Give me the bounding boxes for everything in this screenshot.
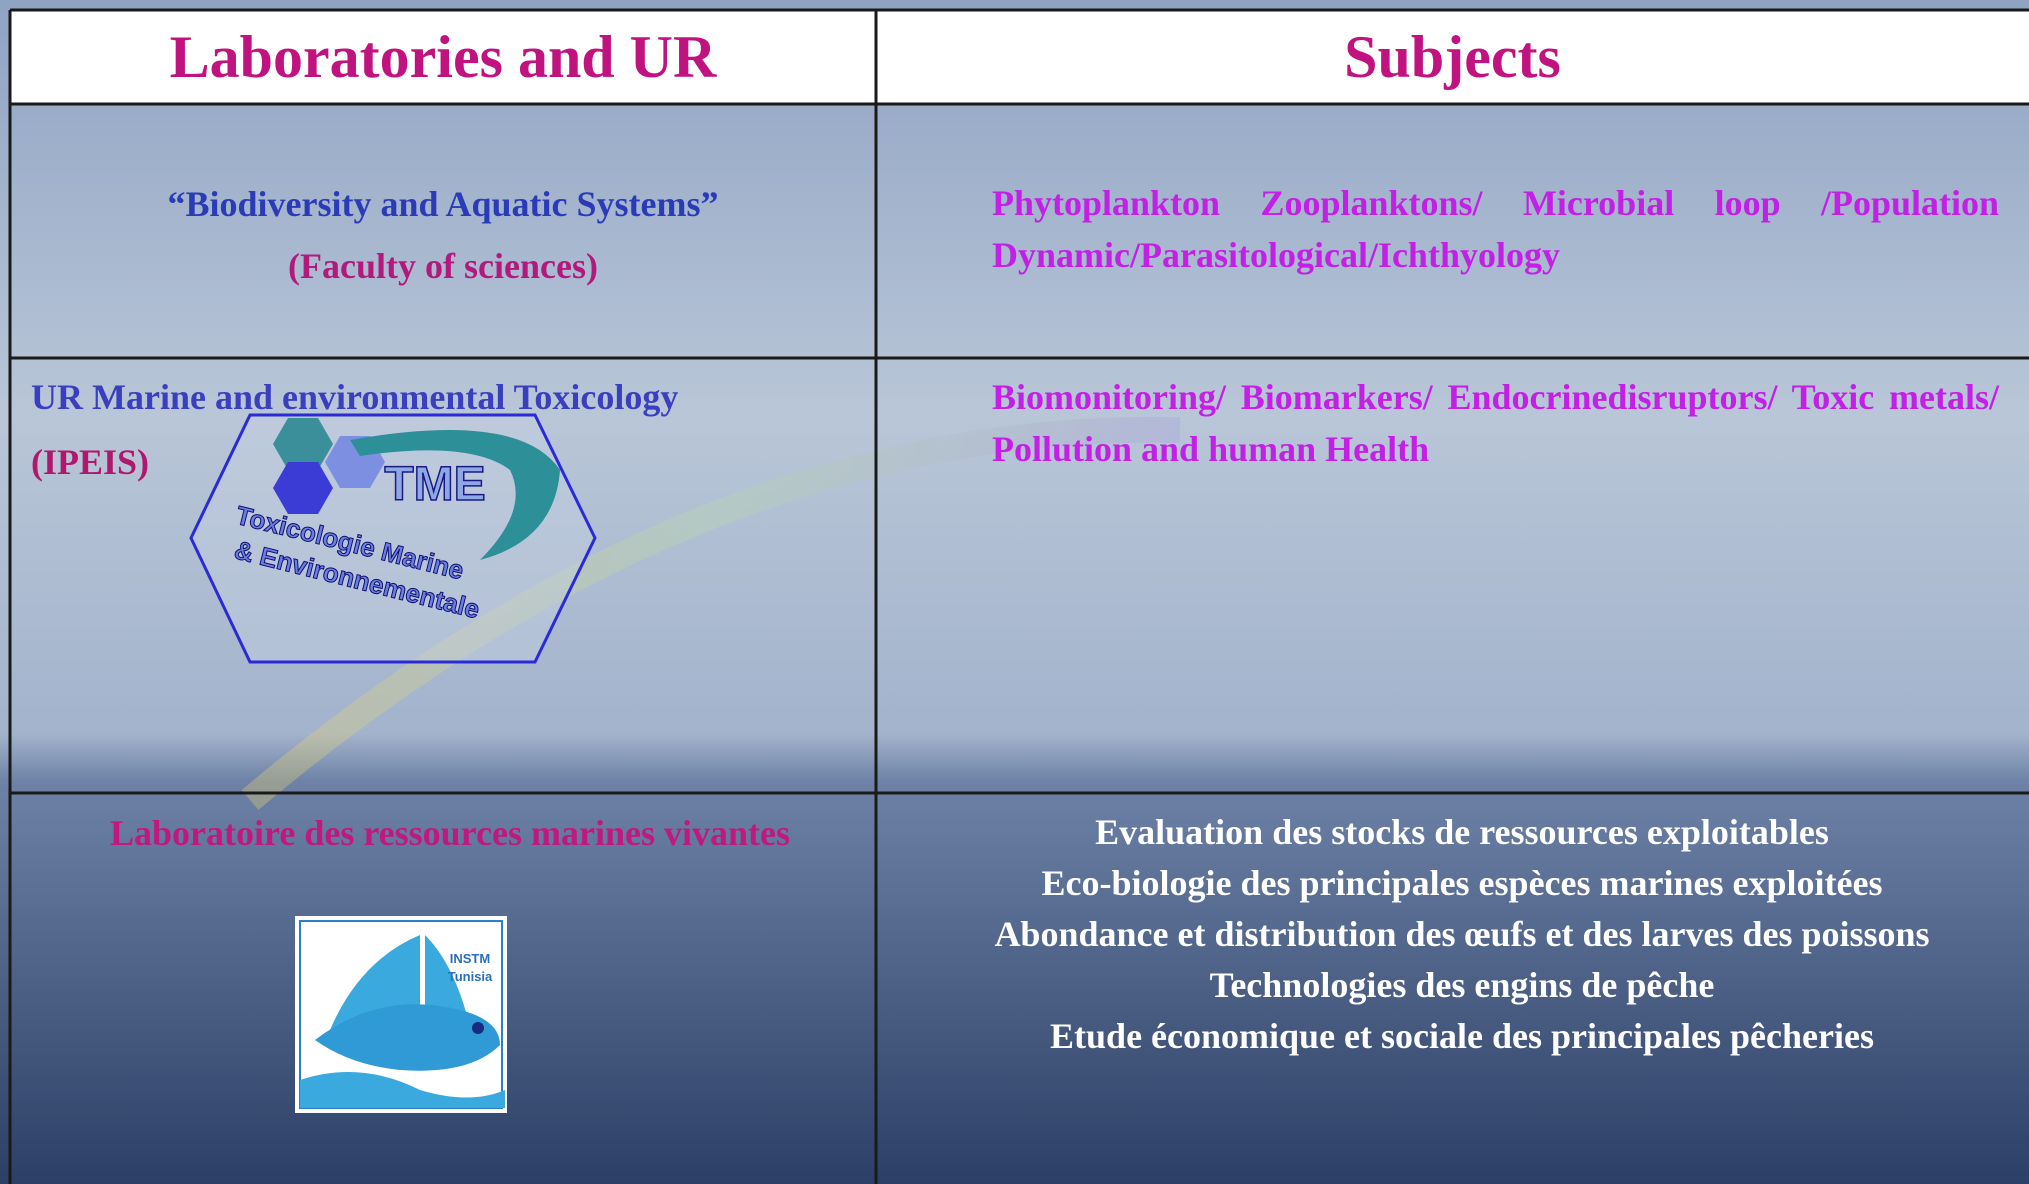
lab-affiliation: (IPEIS) xyxy=(31,442,150,482)
instm-country: Tunisia xyxy=(448,969,493,984)
tme-logo: TME Toxicologie Marine & Environnemental… xyxy=(189,413,597,664)
lab-affiliation: (Faculty of sciences) xyxy=(288,246,598,286)
lab-name: “Biodiversity and Aquatic Systems” xyxy=(167,184,719,224)
instm-name: INSTM xyxy=(450,951,490,966)
table-grid xyxy=(8,8,2029,1184)
lab-name: Laboratoire des ressources marines vivan… xyxy=(110,813,790,853)
subject-item: Etude économique et sociale des principa… xyxy=(1050,1016,1874,1056)
header-row xyxy=(10,10,2029,104)
subjects-list: Evaluation des stocks de ressources expl… xyxy=(958,807,1966,1062)
rainbow xyxy=(241,416,1181,810)
lab-name: UR Marine and environmental Toxicology xyxy=(31,377,679,417)
subject-item: Evaluation des stocks de ressources expl… xyxy=(1095,812,1829,852)
subject-item: Abondance et distribution des œufs et de… xyxy=(994,914,1930,954)
header-cell: Subjects xyxy=(1344,24,1561,90)
subject-item: Technologies des engins de pêche xyxy=(1209,965,1715,1005)
tme-acronym: TME xyxy=(384,458,485,511)
instm-logo: INSTM Tunisia xyxy=(295,916,507,1113)
subjects: Phytoplankton Zooplanktons/ Microbial lo… xyxy=(992,183,1999,275)
subjects: Biomonitoring/ Biomarkers/ Endocrinedisr… xyxy=(992,377,1999,469)
subject-item: Eco-biologie des principales espèces mar… xyxy=(1041,863,1883,903)
header-cell: Laboratories and UR xyxy=(169,24,717,90)
